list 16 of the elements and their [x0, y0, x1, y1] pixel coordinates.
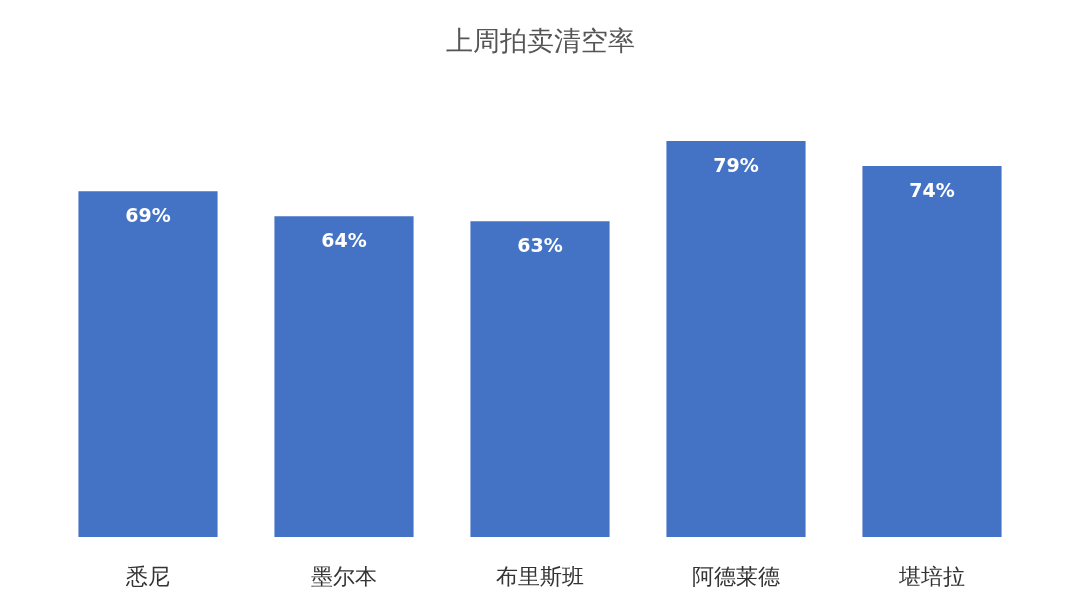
data-label: 63%: [517, 233, 563, 256]
data-label: 74%: [909, 178, 955, 201]
x-tick-label: 悉尼: [125, 563, 170, 589]
data-label: 79%: [713, 153, 759, 176]
bar: [274, 216, 414, 537]
data-label: 69%: [125, 203, 171, 226]
bar: [78, 191, 218, 537]
bar: [862, 166, 1002, 537]
chart-title: 上周拍卖清空率: [445, 25, 635, 56]
x-tick-label: 阿德莱德: [692, 563, 780, 589]
x-tick-label: 布里斯班: [496, 563, 584, 589]
data-label: 64%: [321, 228, 367, 251]
bar: [470, 221, 610, 537]
bar: [666, 141, 806, 537]
x-tick-label: 堪培拉: [898, 563, 965, 589]
x-tick-label: 墨尔本: [311, 563, 377, 589]
